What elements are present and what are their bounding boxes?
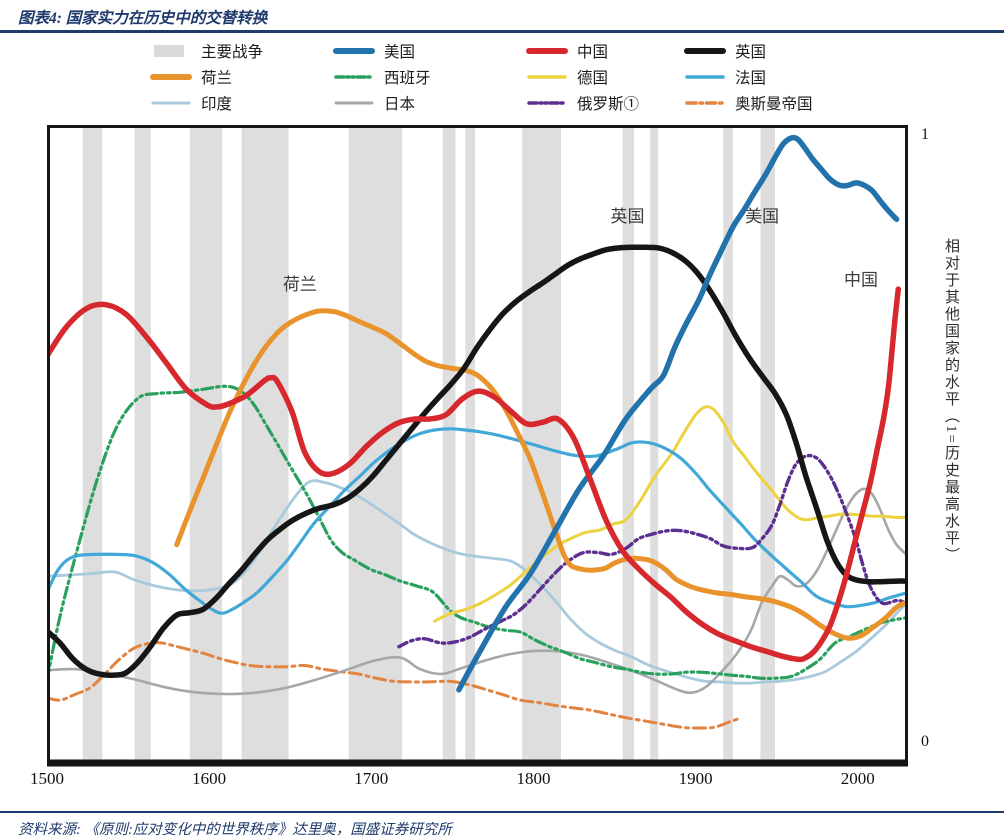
legend-swatch-icon (154, 45, 184, 57)
legend-item: 印度 (150, 92, 232, 114)
legend-swatch-icon (685, 75, 725, 79)
legend-label: 德国 (577, 70, 609, 87)
legend-item: 中国 (526, 40, 608, 62)
x-tick-label: 1500 (30, 769, 64, 788)
legend-item: 西班牙 (333, 66, 431, 88)
legend-swatch-icon (333, 48, 375, 54)
legend-label: 西班牙 (384, 70, 431, 87)
x-tick-label: 1700 (354, 769, 389, 788)
legend-swatch-icon (685, 101, 725, 105)
legend-swatch-icon (684, 48, 726, 54)
series-line-russia (397, 453, 905, 649)
series-line-ottoman (50, 641, 741, 730)
legend-swatch-icon (334, 75, 374, 79)
legend-label: 荷兰 (201, 70, 233, 87)
title-divider (0, 30, 1004, 33)
legend-item: 美国 (333, 40, 415, 62)
curve-label: 英国 (611, 207, 645, 226)
series-line-china (50, 286, 902, 663)
war-band (348, 128, 403, 760)
legend-label: 美国 (384, 44, 416, 61)
war-band (134, 128, 151, 760)
x-tick-label: 1900 (678, 769, 713, 788)
legend-item: 法国 (684, 66, 766, 88)
legend-item: 奥斯曼帝国 (684, 92, 813, 114)
series-line-uk (50, 244, 905, 678)
legend-swatch-icon (334, 101, 374, 105)
plot-frame (47, 125, 908, 767)
series-line-japan (50, 487, 905, 696)
legend-swatch-icon (527, 75, 567, 79)
legend-label: 奥斯曼帝国 (735, 96, 813, 113)
legend-item: 德国 (526, 66, 608, 88)
legend-label: 法国 (735, 70, 767, 87)
curve-label: 美国 (745, 207, 779, 226)
legend-item: 荷兰 (150, 66, 232, 88)
series-line-usa (456, 134, 900, 693)
series-line-france (50, 427, 905, 615)
series-line-spain (50, 384, 905, 681)
curve-label: 荷兰 (283, 275, 317, 294)
y-tick-min: 0 (921, 733, 929, 750)
legend-swatch-icon (150, 74, 192, 80)
source-divider (0, 811, 1004, 813)
plot-area (50, 128, 905, 760)
y-axis-title: 相对于其他国家的水平（1=历史最高水平） (943, 238, 959, 564)
legend-label: 印度 (201, 96, 233, 113)
series-line-netherlands (174, 308, 905, 641)
curve-label: 中国 (844, 271, 878, 290)
war-band (241, 128, 289, 760)
x-tick-label: 1800 (516, 769, 551, 788)
x-tick-label: 2000 (840, 769, 875, 788)
legend-swatch-icon (151, 101, 191, 105)
legend-label: 主要战争 (201, 44, 264, 61)
legend-item: 日本 (333, 92, 415, 114)
legend-label: 中国 (577, 44, 609, 61)
legend-label: 俄罗斯① (577, 96, 640, 113)
series-line-germany (433, 405, 905, 623)
war-band (442, 128, 456, 760)
y-tick-max: 1 (921, 126, 929, 143)
legend-swatch-icon (527, 101, 567, 105)
source-note: 资料来源: 《原则:应对变化中的世界秩序》达里奥，国盛证券研究所 (18, 822, 452, 838)
legend-label: 日本 (384, 96, 416, 113)
war-band (465, 128, 475, 760)
x-tick-label: 1600 (192, 769, 227, 788)
legend-label: 英国 (735, 44, 767, 61)
legend-item: 主要战争 (150, 40, 263, 62)
legend-item: 英国 (684, 40, 766, 62)
war-band (82, 128, 103, 760)
war-band (723, 128, 733, 760)
page-title: 图表4: 国家实力在历史中的交替转换 (18, 10, 268, 27)
legend-item: 俄罗斯① (526, 92, 639, 114)
legend-swatch-icon (526, 48, 568, 54)
